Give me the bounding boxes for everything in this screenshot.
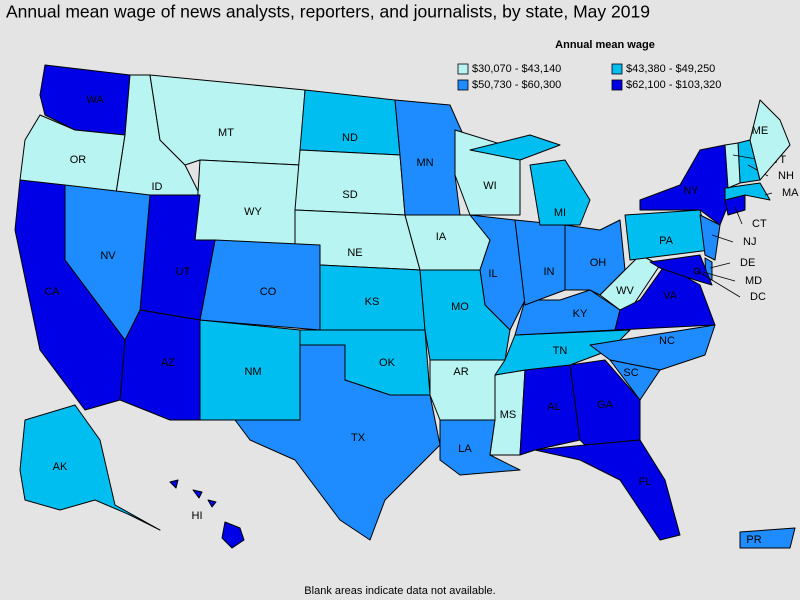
- leader-line: [764, 192, 773, 196]
- state-label: ID: [152, 181, 163, 193]
- state-label: MA: [782, 187, 799, 199]
- state-label: MD: [745, 275, 762, 287]
- legend-title: Annual mean wage: [555, 39, 655, 51]
- state-label: SD: [342, 189, 357, 201]
- state-label: MT: [218, 127, 234, 139]
- state-shape: [234, 344, 441, 541]
- state-shape: [699, 214, 721, 261]
- state-label: AK: [53, 461, 68, 473]
- leader-line: [734, 206, 743, 225]
- legend-swatch: [611, 63, 623, 75]
- state-shape: [649, 254, 713, 286]
- state-shape: [724, 142, 741, 189]
- state-shape: [207, 499, 217, 508]
- state-label: HI: [192, 510, 203, 522]
- state-label: WV: [616, 285, 634, 297]
- state-label: MN: [416, 157, 433, 169]
- state-label: DC: [750, 291, 766, 303]
- state-shape: [14, 179, 126, 411]
- leader-line: [696, 270, 741, 298]
- state-label: NV: [100, 250, 116, 262]
- state-shape: [169, 479, 179, 489]
- state-label: UT: [176, 266, 191, 278]
- state-shape: [149, 74, 306, 166]
- legend-label: $50,730 - $60,300: [472, 79, 561, 91]
- state-label: IN: [544, 266, 555, 278]
- state-label: NE: [347, 247, 362, 259]
- state-label: AZ: [161, 357, 175, 369]
- state-label: AL: [547, 401, 560, 413]
- state-label: PR: [746, 534, 761, 546]
- state-shape: [609, 359, 661, 401]
- state-shape: [221, 521, 245, 549]
- state-shape: [534, 439, 681, 541]
- state-shape: [19, 404, 161, 531]
- state-label: KS: [365, 296, 380, 308]
- state-shape: [724, 182, 771, 201]
- state-label: ND: [342, 132, 358, 144]
- legend-swatch: [611, 79, 623, 91]
- state-label: CT: [752, 218, 767, 230]
- state-shape: [469, 134, 561, 161]
- state-label: CA: [44, 286, 60, 298]
- legend-swatch: [457, 63, 469, 75]
- legend-label: $43,380 - $49,250: [626, 63, 715, 75]
- state-label: MI: [554, 207, 566, 219]
- legend-label: $30,070 - $43,140: [472, 63, 561, 75]
- state-label: NY: [683, 185, 699, 197]
- state-label: SC: [623, 367, 638, 379]
- state-label: OH: [590, 257, 607, 269]
- state-label: VA: [663, 290, 678, 302]
- legend-label: $62,100 - $103,320: [626, 79, 721, 91]
- state-label: NM: [244, 366, 261, 378]
- state-shape: [749, 99, 791, 181]
- state-label: WY: [244, 206, 262, 218]
- state-label: PA: [659, 235, 674, 247]
- state-label: GA: [597, 399, 614, 411]
- state-shape: [394, 99, 471, 216]
- state-label: TX: [351, 432, 366, 444]
- state-shape: [299, 89, 401, 156]
- state-label: NJ: [743, 236, 756, 248]
- state-label: WA: [86, 94, 104, 106]
- state-label: MS: [500, 409, 517, 421]
- state-label: FL: [639, 476, 652, 488]
- state-label: NH: [778, 170, 794, 182]
- leader-line: [702, 271, 736, 282]
- map-title: Annual mean wage of news analysts, repor…: [6, 2, 650, 22]
- state-label: OK: [379, 357, 396, 369]
- leader-line: [709, 262, 731, 269]
- state-label: KY: [573, 308, 588, 320]
- state-shape: [294, 149, 406, 216]
- state-label: IL: [488, 268, 497, 280]
- state-shape: [194, 159, 301, 246]
- state-label: AR: [453, 366, 468, 378]
- footnote: Blank areas indicate data not available.: [304, 585, 495, 597]
- state-shape: [419, 269, 511, 361]
- legend-swatch: [457, 79, 469, 91]
- state-label: DE: [740, 257, 755, 269]
- state-shape: [739, 527, 796, 549]
- state-label: WI: [483, 180, 496, 192]
- state-label: TN: [553, 345, 568, 357]
- state-label: ME: [752, 125, 769, 137]
- state-label: CO: [260, 286, 277, 298]
- state-label: NC: [659, 335, 675, 347]
- state-shape: [192, 489, 203, 499]
- leader-line: [711, 234, 734, 243]
- state-label: OR: [70, 154, 87, 166]
- state-shape: [529, 159, 591, 226]
- state-label: IA: [436, 231, 447, 243]
- state-shape: [589, 324, 716, 371]
- state-label: LA: [458, 443, 472, 455]
- state-label: MO: [451, 301, 469, 313]
